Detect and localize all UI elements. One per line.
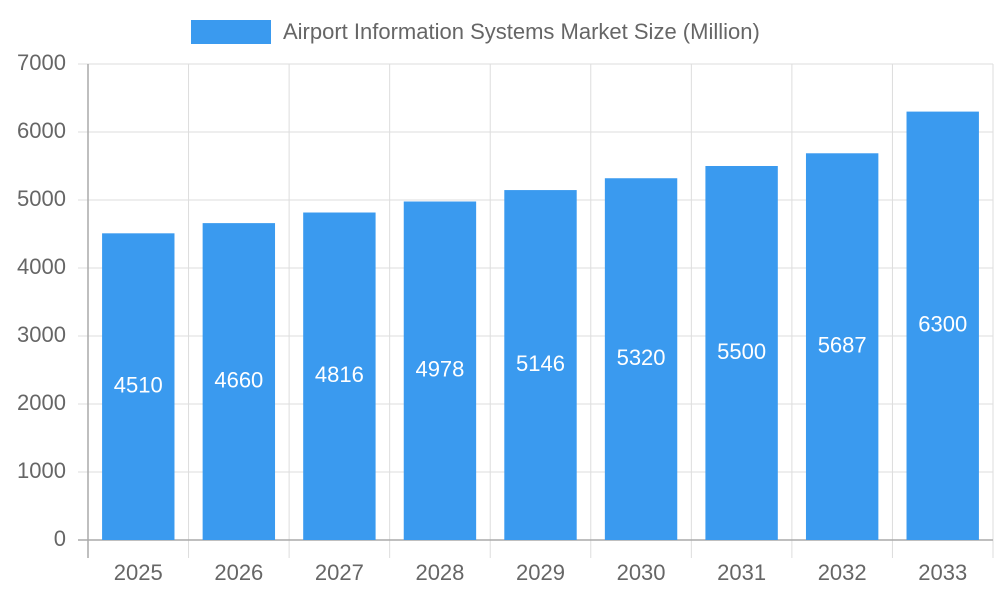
y-tick-label: 7000 <box>17 50 66 75</box>
bar <box>102 233 175 540</box>
data-label: 5146 <box>516 351 565 376</box>
data-label: 4978 <box>415 357 464 382</box>
y-tick-label: 1000 <box>17 458 66 483</box>
x-tick-label: 2028 <box>415 560 464 585</box>
bar <box>906 111 979 540</box>
data-label: 4816 <box>315 362 364 387</box>
y-tick-label: 0 <box>54 526 66 551</box>
x-tick-label: 2029 <box>516 560 565 585</box>
x-tick-label: 2026 <box>214 560 263 585</box>
data-label: 5500 <box>717 339 766 364</box>
data-label: 5320 <box>617 345 666 370</box>
bar <box>504 190 577 540</box>
x-tick-label: 2031 <box>717 560 766 585</box>
y-tick-label: 6000 <box>17 118 66 143</box>
bar <box>805 153 879 540</box>
data-label: 6300 <box>918 312 967 337</box>
x-tick-label: 2030 <box>617 560 666 585</box>
y-tick-label: 3000 <box>17 322 66 347</box>
x-tick-label: 2025 <box>114 560 163 585</box>
y-tick-label: 4000 <box>17 254 66 279</box>
y-tick-label: 2000 <box>17 390 66 415</box>
data-label: 4510 <box>114 372 163 397</box>
bar <box>604 178 678 541</box>
x-tick-label: 2027 <box>315 560 364 585</box>
bar <box>303 212 376 540</box>
y-tick-label: 5000 <box>17 186 66 211</box>
legend-swatch <box>191 20 271 44</box>
data-label: 4660 <box>214 367 263 392</box>
bar <box>705 166 778 540</box>
legend-label: Airport Information Systems Market Size … <box>283 19 760 44</box>
x-tick-label: 2033 <box>918 560 967 585</box>
x-tick-label: 2032 <box>818 560 867 585</box>
bar <box>202 223 276 540</box>
bar <box>403 201 477 540</box>
data-label: 5687 <box>818 332 867 357</box>
